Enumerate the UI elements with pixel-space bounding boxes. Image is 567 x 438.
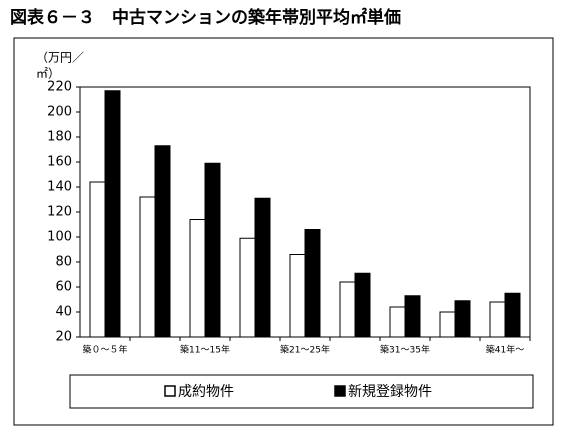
legend-box [69, 374, 534, 409]
bar [289, 254, 306, 338]
bar [489, 301, 506, 338]
y-axis-label: ㎡） [36, 67, 60, 81]
bar [354, 272, 371, 338]
bar [239, 237, 256, 338]
legend-swatch [334, 385, 346, 397]
y-tick-label: 160 [47, 155, 72, 170]
x-tick-label: 築31～35年 [380, 344, 430, 356]
y-tick-label: 180 [47, 130, 72, 145]
bar [504, 292, 521, 338]
legend-label: 成約物件 [178, 384, 234, 400]
bar [439, 311, 456, 338]
bar [254, 197, 271, 338]
legend-label: 新規登録物件 [348, 384, 432, 400]
y-axis-label: （万円／ [36, 51, 84, 65]
bar [204, 162, 221, 338]
chart-title: 図表６－３ 中古マンションの築年帯別平均㎡単価 [10, 7, 401, 28]
chart-frame [13, 37, 554, 426]
bar [339, 281, 356, 338]
bar [304, 229, 321, 338]
y-tick-label: 100 [47, 230, 72, 245]
y-tick-label: 200 [47, 105, 72, 120]
x-tick-label: 築21～25年 [280, 344, 330, 356]
y-tick-label: 220 [47, 80, 72, 95]
bar [389, 306, 406, 338]
y-tick-label: 140 [47, 180, 72, 195]
y-tick-label: 60 [55, 280, 72, 295]
bar [154, 145, 171, 338]
x-tick-label: 築11～15年 [180, 344, 230, 356]
y-tick-label: 120 [47, 205, 72, 220]
bar [104, 90, 121, 338]
x-tick-label: 築０～５年 [82, 344, 127, 356]
y-tick-label: 80 [55, 255, 72, 270]
legend-swatch [164, 385, 176, 397]
bar [89, 181, 106, 338]
y-tick-label: 40 [55, 305, 72, 320]
y-tick-label: 20 [55, 330, 72, 345]
bar [454, 300, 471, 338]
bar [404, 295, 421, 338]
bar [189, 219, 206, 338]
bar [139, 196, 156, 338]
x-tick-label: 築41年～ [486, 344, 524, 356]
